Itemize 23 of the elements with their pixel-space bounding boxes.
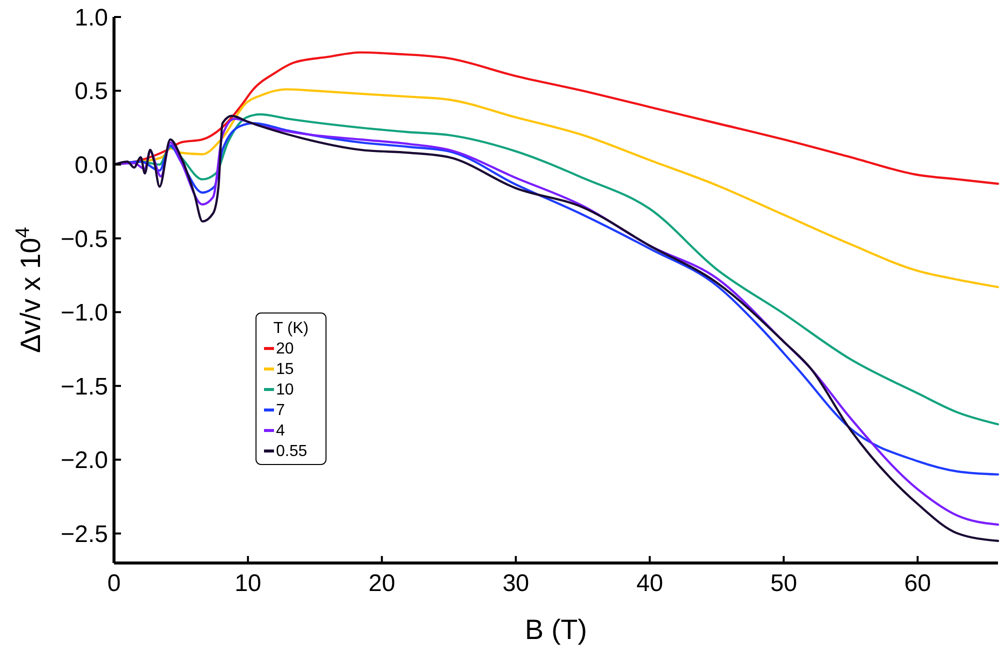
legend-label: 7 — [276, 402, 285, 419]
x-tick-label: 10 — [234, 570, 262, 597]
legend-title: T (K) — [273, 320, 309, 337]
x-tick-label: 40 — [636, 570, 664, 597]
y-tick-label: 0.5 — [74, 78, 108, 106]
legend-label: 20 — [276, 340, 294, 358]
legend-label: 10 — [276, 382, 294, 398]
legend-label: 0.55 — [276, 443, 308, 460]
y-tick-label: −2.0 — [60, 447, 108, 474]
x-tick-label: 50 — [770, 570, 798, 597]
y-tick-label: −0.5 — [60, 226, 108, 253]
y-tick-label: −1.0 — [60, 300, 108, 327]
x-tick-label: 0 — [107, 570, 121, 597]
y-tick-label: 1.0 — [74, 4, 108, 32]
y-tick-label: −1.5 — [60, 373, 108, 400]
legend-label: 4 — [276, 422, 285, 440]
x-tick-label: 20 — [368, 570, 396, 597]
x-tick-label: 60 — [904, 570, 931, 597]
x-tick-label: 30 — [502, 570, 530, 597]
x-axis-title: B (T) — [524, 614, 588, 645]
y-tick-label: 0.0 — [74, 152, 108, 179]
legend-label: 15 — [276, 361, 294, 378]
y-tick-label: −2.5 — [60, 520, 108, 548]
